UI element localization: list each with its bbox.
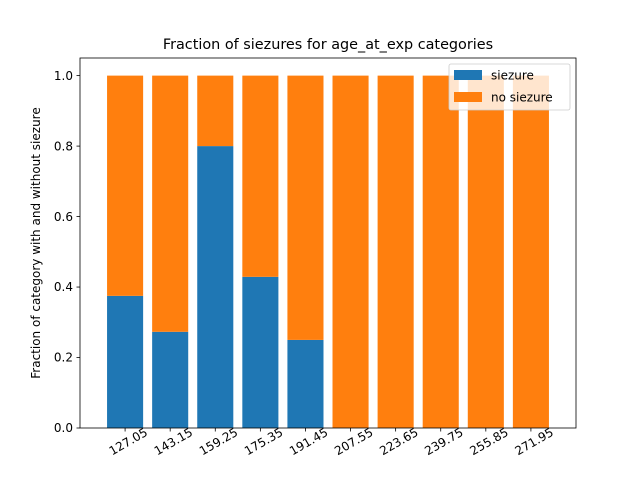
bar-no-siezure-9 (512, 75, 549, 428)
x-axis-label: age_at_exp (294, 478, 362, 480)
bar-siezure-2 (197, 146, 234, 428)
bar-no-siezure-0 (107, 75, 144, 296)
bar-no-siezure-4 (287, 75, 324, 340)
y-tick-label: 0.2 (54, 351, 73, 365)
legend-swatch (454, 70, 482, 80)
y-axis: 0.0 0.2 0.4 0.6 0.8 1.0 (54, 69, 80, 435)
bar-siezure-1 (152, 331, 189, 428)
bar-no-siezure-2 (197, 75, 234, 147)
plot-area-frame (79, 57, 577, 429)
legend-swatch (454, 92, 482, 102)
x-tick-label: 127.05 (107, 425, 150, 458)
x-axis: 127.05 143.15 159.25 175.35 191.45 207.55 223.… (107, 425, 556, 458)
bar-no-siezure-8 (467, 75, 504, 428)
bar-siezure-4 (287, 339, 324, 428)
chart-title: Fraction of siezures for age_at_exp cate… (163, 37, 493, 53)
legend-label: no siezure (491, 91, 553, 105)
x-tick-label: 175.35 (242, 425, 285, 458)
y-tick-label: 0.6 (54, 210, 73, 224)
y-tick-label: 0.8 (54, 139, 73, 153)
x-tick-label: 207.55 (332, 425, 375, 458)
x-tick-label: 159.25 (197, 425, 240, 458)
bar-no-siezure-7 (422, 75, 459, 428)
bar-no-siezure-6 (377, 75, 414, 428)
bar-siezure-0 (107, 295, 144, 428)
legend: siezure no siezure (448, 63, 571, 111)
y-axis-label: Fraction of category with and without si… (29, 107, 43, 378)
bar-no-siezure-3 (242, 75, 279, 277)
x-tick-label: 271.95 (512, 425, 555, 458)
x-tick-label: 223.65 (377, 425, 420, 458)
x-tick-label: 191.45 (287, 425, 330, 458)
bar-no-siezure-5 (332, 75, 369, 428)
bar-siezure-3 (242, 276, 279, 428)
y-tick-label: 0.0 (54, 421, 73, 435)
bar-no-siezure-1 (152, 75, 189, 332)
x-tick-label: 239.75 (422, 425, 465, 458)
x-tick-label: 143.15 (152, 425, 195, 458)
y-tick-label: 0.4 (54, 280, 73, 294)
y-tick-label: 1.0 (54, 69, 73, 83)
x-tick-label: 255.85 (467, 425, 510, 458)
bars-group (107, 75, 549, 428)
legend-label: siezure (491, 69, 534, 83)
